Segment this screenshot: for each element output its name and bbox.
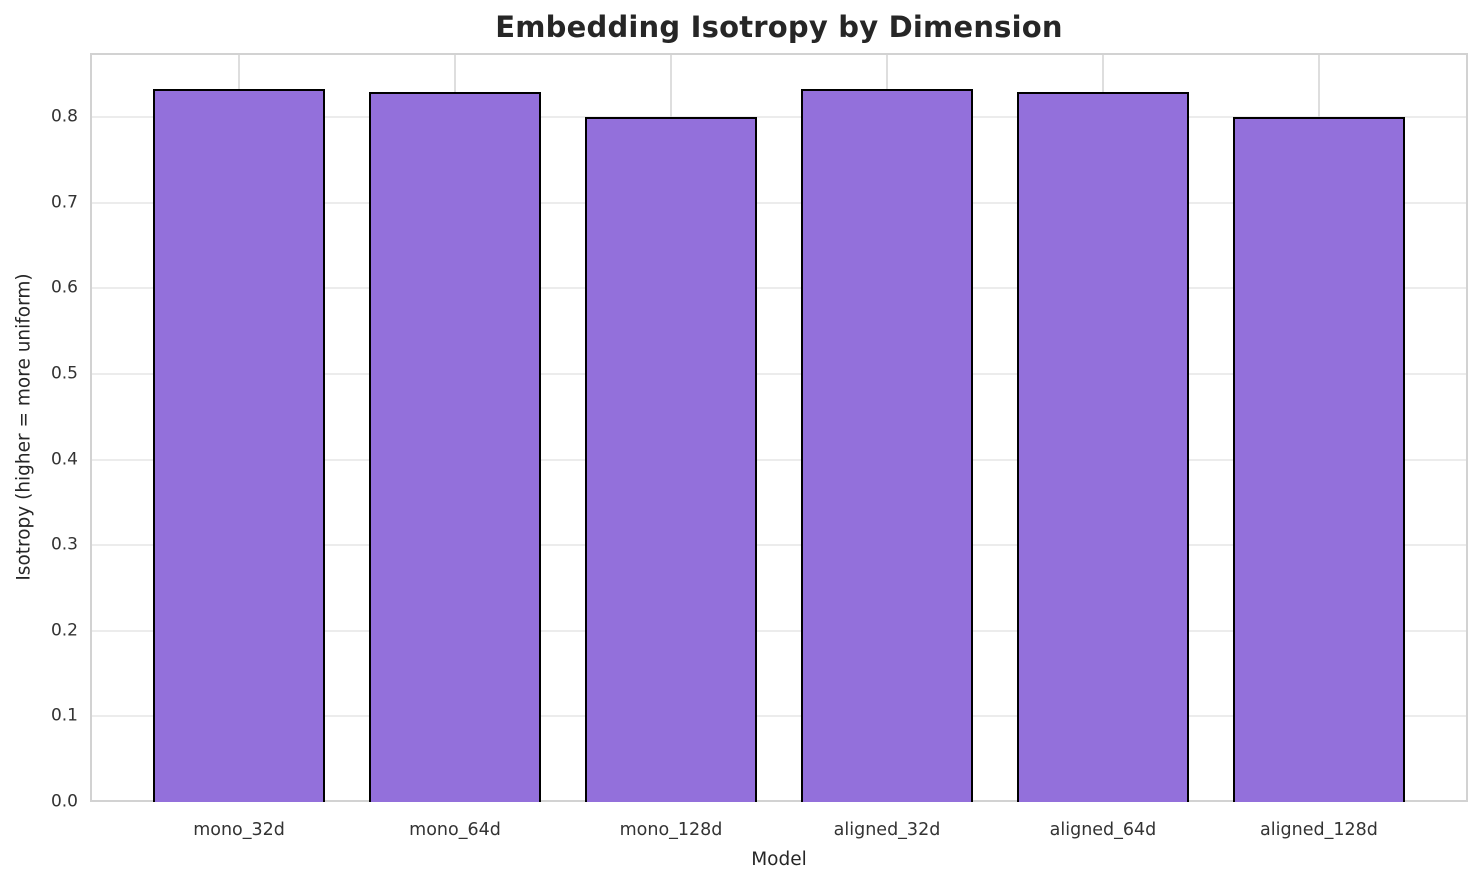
h-gridline-0.3 <box>90 544 1468 547</box>
x-tick-label-mono_64d: mono_64d <box>409 820 501 840</box>
y-tick-label-0.0: 0.0 <box>50 791 78 812</box>
y-tick-label-0.7: 0.7 <box>50 192 78 213</box>
x-tick-label-mono_32d: mono_32d <box>193 820 285 840</box>
plot-area <box>90 53 1468 802</box>
h-gridline-0.5 <box>90 373 1468 375</box>
x-tick-label-aligned_128d: aligned_128d <box>1260 820 1378 840</box>
h-gridline-0.8 <box>90 116 1468 119</box>
bar-aligned_128d <box>1232 117 1406 802</box>
y-tick-label-0.4: 0.4 <box>50 449 78 470</box>
x-tick-label-aligned_32d: aligned_32d <box>833 820 941 840</box>
chart-title: Embedding Isotropy by Dimension <box>495 10 1063 44</box>
x-tick-label-mono_128d: mono_128d <box>619 820 723 840</box>
y-tick-label-0.8: 0.8 <box>50 106 78 127</box>
y-tick-label-0.6: 0.6 <box>50 277 78 298</box>
h-gridline-0.2 <box>90 629 1468 632</box>
bar-mono_32d <box>152 88 326 802</box>
y-tick-label-0.5: 0.5 <box>50 363 78 384</box>
x-axis-label: Model <box>751 849 807 870</box>
bars-layer <box>90 53 1468 802</box>
h-gridline-0.4 <box>90 458 1468 461</box>
bar-aligned_64d <box>1016 91 1190 802</box>
y-tick-label-0.3: 0.3 <box>50 534 78 555</box>
y-tick-label-0.2: 0.2 <box>50 620 78 641</box>
h-gridline-0.1 <box>90 715 1468 718</box>
y-tick-label-0.1: 0.1 <box>50 705 78 726</box>
x-tick-label-aligned_64d: aligned_64d <box>1049 820 1157 840</box>
bar-mono_128d <box>584 117 758 802</box>
bar-mono_64d <box>368 91 542 802</box>
h-gridline-0.6 <box>90 287 1468 290</box>
y-axis-label: Isotropy (higher = more uniform) <box>13 273 35 581</box>
h-gridline-0.7 <box>90 201 1468 204</box>
bar-aligned_32d <box>800 88 974 802</box>
